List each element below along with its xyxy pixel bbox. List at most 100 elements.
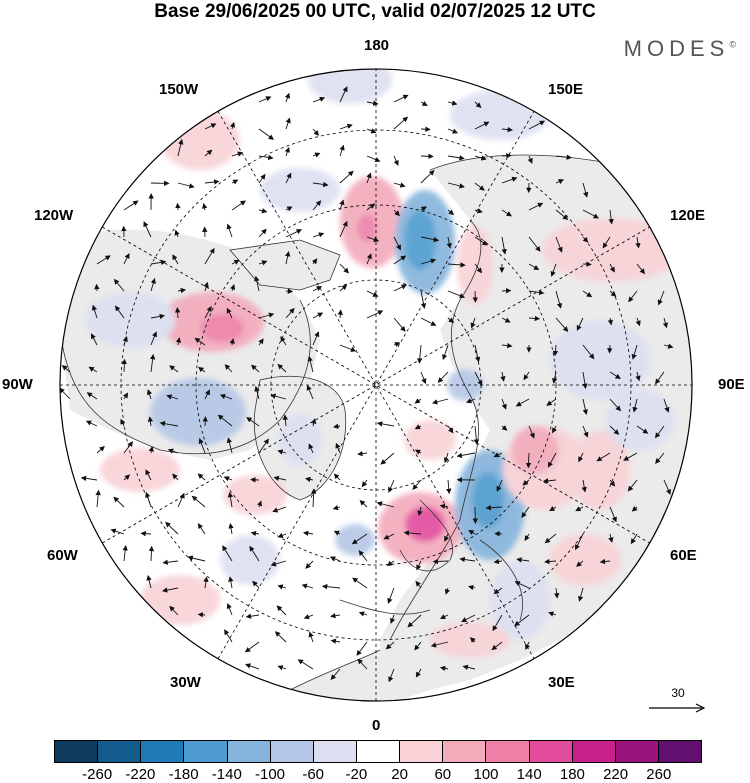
wind-vector [312, 286, 322, 292]
anomaly-patch [430, 622, 510, 658]
wind-vector [301, 583, 314, 589]
colorbar-box [141, 741, 185, 762]
colorbar-box [184, 741, 228, 762]
wind-vector [635, 236, 641, 249]
wind-vector [146, 389, 153, 400]
wind-vector [663, 343, 674, 349]
wind-vector [121, 358, 128, 373]
wind-vector [447, 100, 458, 106]
wind-vector [306, 384, 314, 400]
wind-vector [576, 560, 584, 567]
wind-vector [485, 505, 503, 511]
wind-vector [607, 317, 614, 326]
landmass [290, 650, 380, 701]
wind-vector [276, 605, 287, 616]
wind-vector [446, 479, 452, 495]
wind-vector [366, 253, 372, 265]
wind-vector [474, 155, 487, 161]
coastline [60, 299, 311, 455]
wind-vector [515, 398, 530, 407]
lon-label-150e: 150E [548, 81, 584, 98]
wind-vector [122, 336, 128, 346]
wind-vector [609, 506, 617, 523]
wind-vector [662, 317, 669, 329]
wind-vector [204, 389, 210, 400]
wind-vector [251, 364, 260, 373]
wind-vector [552, 344, 559, 357]
wind-vector [277, 363, 287, 373]
wind-vector [191, 495, 206, 508]
wind-vector [575, 533, 584, 551]
wind-vector [383, 533, 395, 540]
wind-vector [165, 521, 179, 535]
wind-vector [270, 560, 287, 567]
wind-vector [277, 665, 287, 671]
wind-vector [197, 523, 206, 535]
wind-vector [226, 307, 233, 319]
wind-vector [444, 533, 450, 542]
wind-vector [636, 263, 646, 275]
wind-vector [177, 182, 195, 189]
wind-vector [546, 398, 557, 406]
wind-vector [357, 658, 368, 670]
wind-vector [330, 638, 341, 644]
colorbar-tick-label: 60 [434, 766, 452, 783]
wind-vector [468, 584, 476, 591]
colorbar-box [98, 741, 142, 762]
colorbar-box [486, 741, 530, 762]
wind-vector [277, 584, 287, 590]
wind-vector [439, 503, 449, 510]
wind-vector [229, 121, 236, 130]
wind-vector [420, 153, 434, 160]
wind-vector [523, 371, 530, 381]
wind-vector [169, 605, 179, 616]
wind-reference-arrow [649, 703, 706, 713]
colorbar-box [443, 741, 487, 762]
wind-vector [229, 338, 235, 346]
wind-vector [393, 182, 406, 188]
wind-vector [403, 530, 422, 536]
wind-vector [285, 172, 292, 184]
wind-vector [114, 305, 125, 319]
wind-vector [203, 576, 209, 589]
wind-vector [245, 613, 260, 619]
colorbar-box [313, 741, 357, 762]
wind-vector [581, 479, 587, 493]
wind-vector [442, 344, 449, 361]
colorbar-box [658, 741, 702, 762]
wind-vector [172, 473, 179, 481]
wind-vector [339, 344, 357, 352]
wind-vector [94, 283, 100, 292]
wind-vector [596, 452, 611, 462]
wind-vector [231, 200, 246, 211]
wind-vector [311, 258, 318, 265]
wind-vector [280, 336, 287, 346]
wind-vector [95, 489, 101, 508]
wind-vector [150, 259, 167, 266]
wind-vector [226, 437, 233, 454]
anomaly-patch [335, 524, 375, 556]
wind-vector [254, 275, 260, 292]
wind-vector [311, 418, 317, 427]
wind-vector [528, 289, 545, 296]
coastline [399, 499, 453, 572]
polar-map [59, 68, 693, 702]
wind-vector [339, 170, 354, 184]
wind-vector [252, 580, 260, 589]
wind-vector [174, 307, 181, 319]
wind-vector [285, 307, 295, 319]
colorbar [54, 740, 702, 763]
wind-vector [366, 236, 380, 242]
wind-vector [420, 371, 427, 385]
wind-vector [474, 101, 482, 109]
wind-vector [366, 290, 379, 297]
wind-vector [493, 587, 503, 595]
wind-vector [544, 558, 557, 565]
wind-vector [246, 417, 260, 427]
wind-vector [145, 491, 152, 508]
wind-vector [516, 557, 530, 563]
wind-vector [548, 611, 557, 617]
lon-label-30w: 30W [170, 674, 201, 691]
wind-vector [437, 371, 449, 383]
wind-vector [174, 229, 180, 238]
